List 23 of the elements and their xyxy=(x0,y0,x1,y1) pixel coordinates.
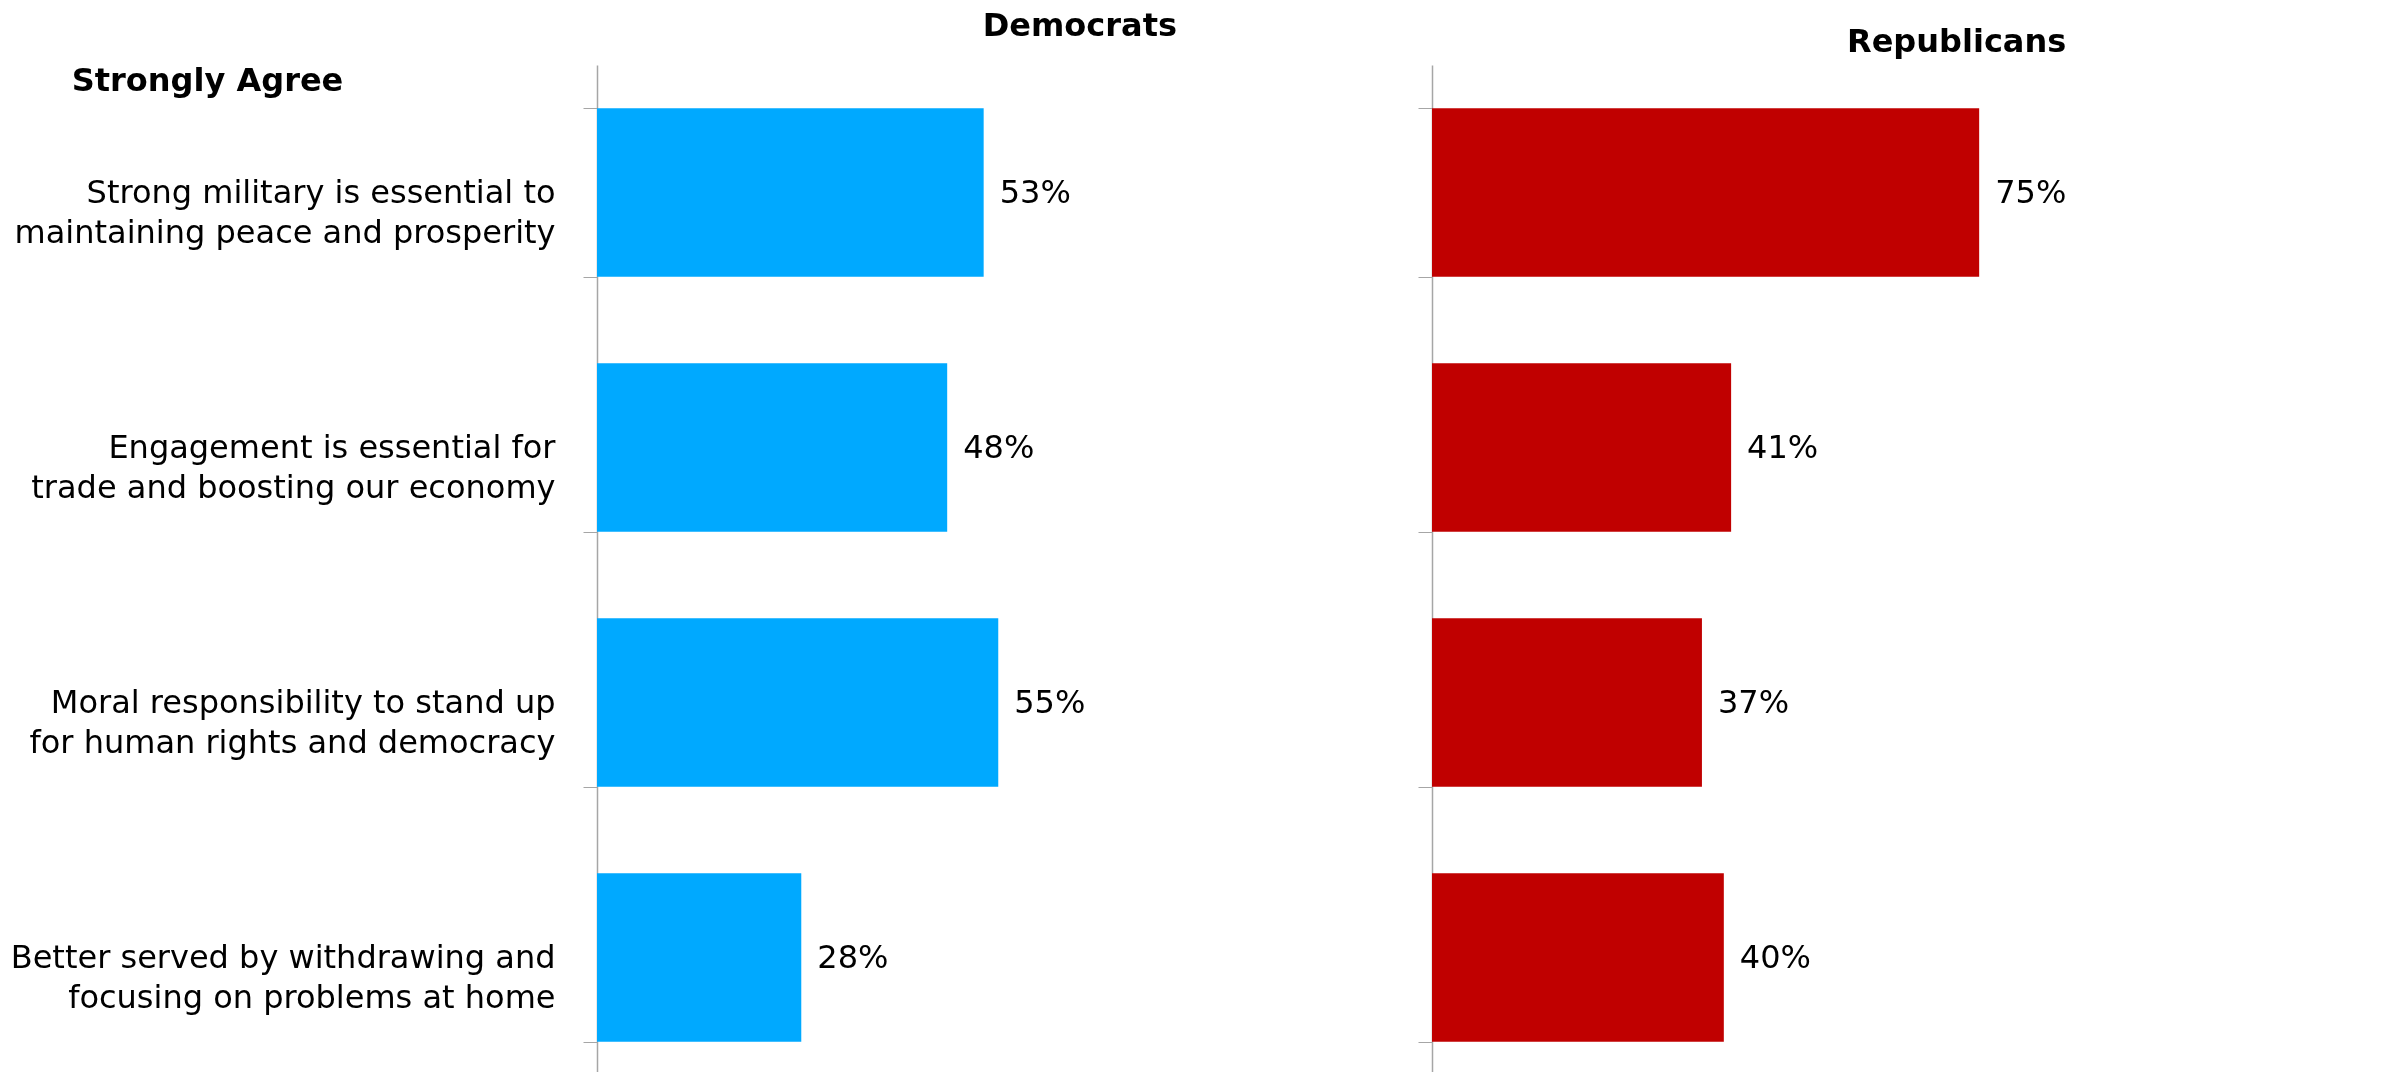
y-tick-label: Moral responsibility to stand up for human rights and democracy xyxy=(29,683,556,761)
bar xyxy=(1432,873,1724,1042)
data-label: 53% xyxy=(999,172,1071,211)
data-label: 48% xyxy=(963,427,1035,466)
bar xyxy=(1432,363,1732,532)
data-label: 75% xyxy=(1995,172,2067,211)
data-label: 55% xyxy=(1014,682,1086,721)
chart-title: Republicans xyxy=(1847,22,2067,60)
bar xyxy=(1432,108,1980,277)
bar xyxy=(597,618,999,787)
text: Democrats xyxy=(982,6,1177,44)
y-tick-label: Better served by withdrawing and focusing on problems at home xyxy=(10,938,556,1016)
y-tick-label: Engagement is essential for trade and boosting our economy xyxy=(31,428,557,506)
bar xyxy=(597,873,802,1042)
data-label: 41% xyxy=(1747,427,1819,466)
y-tick-label: Strong military is essential to maintaining peace and prosperity xyxy=(14,173,556,251)
data-label: 40% xyxy=(1739,937,1811,976)
data-label: 37% xyxy=(1717,682,1790,721)
bar xyxy=(1432,618,1702,787)
bar xyxy=(597,108,984,277)
bar xyxy=(597,363,948,532)
y-axis-title: Strongly Agree xyxy=(71,60,344,99)
data-label: 28% xyxy=(817,937,889,976)
